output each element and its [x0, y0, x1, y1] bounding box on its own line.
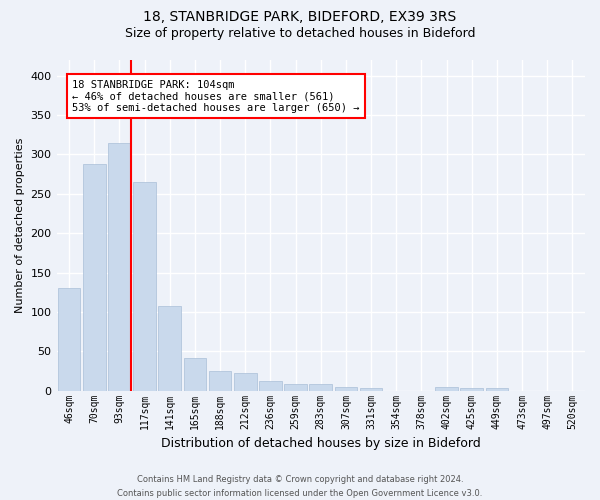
Text: Contains HM Land Registry data © Crown copyright and database right 2024.
Contai: Contains HM Land Registry data © Crown c…	[118, 476, 482, 498]
Bar	[460, 388, 483, 390]
Text: 18 STANBRIDGE PARK: 104sqm
← 46% of detached houses are smaller (561)
53% of sem: 18 STANBRIDGE PARK: 104sqm ← 46% of deta…	[72, 80, 359, 113]
X-axis label: Distribution of detached houses by size in Bideford: Distribution of detached houses by size …	[161, 437, 481, 450]
Bar	[284, 384, 307, 390]
Bar	[234, 374, 257, 390]
Bar	[259, 381, 282, 390]
Bar	[184, 358, 206, 390]
Bar	[360, 388, 382, 390]
Bar	[58, 288, 80, 390]
Text: 18, STANBRIDGE PARK, BIDEFORD, EX39 3RS: 18, STANBRIDGE PARK, BIDEFORD, EX39 3RS	[143, 10, 457, 24]
Text: Size of property relative to detached houses in Bideford: Size of property relative to detached ho…	[125, 28, 475, 40]
Bar	[209, 371, 232, 390]
Bar	[158, 306, 181, 390]
Bar	[435, 388, 458, 390]
Bar	[485, 388, 508, 390]
Bar	[310, 384, 332, 390]
Bar	[108, 142, 131, 390]
Bar	[133, 182, 156, 390]
Bar	[335, 388, 357, 390]
Bar	[83, 164, 106, 390]
Y-axis label: Number of detached properties: Number of detached properties	[15, 138, 25, 313]
